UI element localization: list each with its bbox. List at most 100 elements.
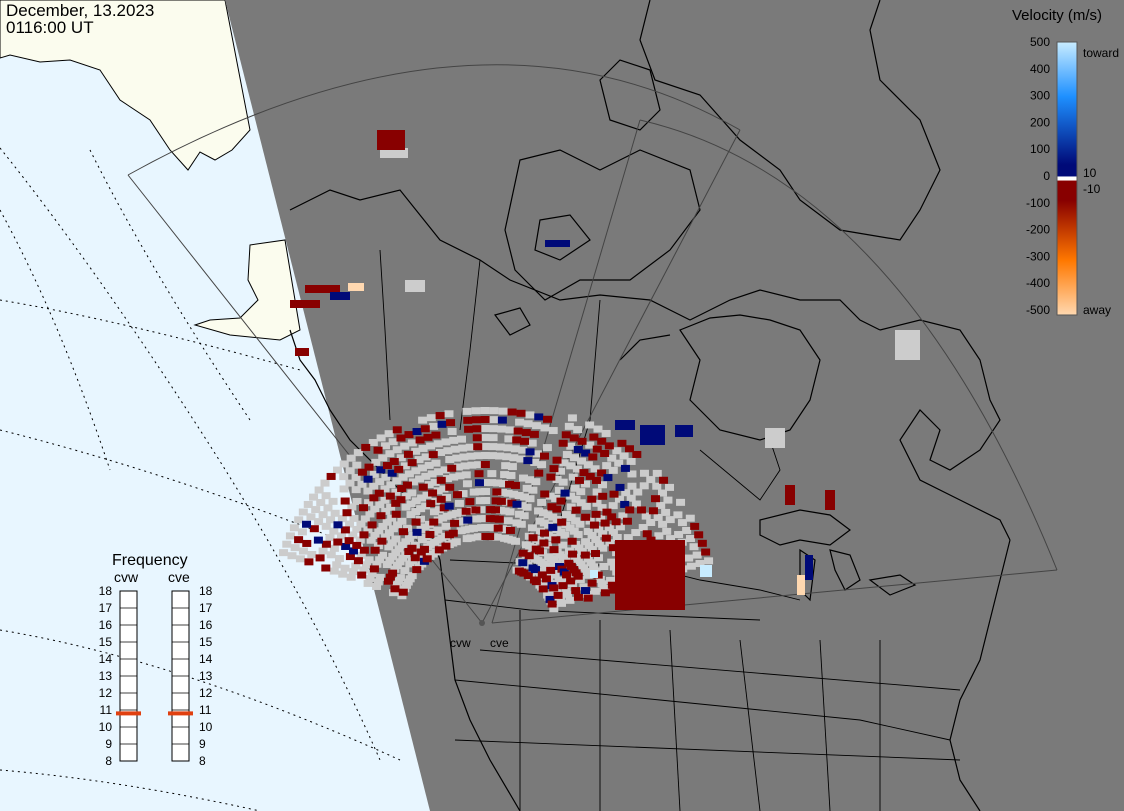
ground-scatter-cell — [298, 508, 308, 516]
ground-scatter-cell — [411, 497, 421, 505]
velocity-cell-toward — [444, 502, 454, 510]
ground-scatter-cell — [436, 448, 446, 456]
frequency-panel: Frequency cvw cve 18 18 17 17 16 16 15 15 14 14 13… — [99, 552, 213, 768]
velocity-cell-toward — [523, 457, 533, 465]
ground-scatter-cell — [391, 488, 401, 496]
ground-scatter-cell — [517, 502, 527, 510]
velocity-away-label: away — [1083, 303, 1111, 317]
velocity-cell-away — [465, 498, 475, 506]
velocity-cell-away — [592, 445, 602, 453]
ground-scatter-cell — [461, 471, 471, 479]
velocity-cell-away — [385, 573, 395, 581]
velocity-cell — [675, 425, 693, 437]
ground-scatter-cell — [441, 522, 451, 530]
ground-scatter-cell — [348, 568, 358, 576]
ground-scatter-cell — [340, 564, 350, 572]
velocity-tick-label: 500 — [1030, 35, 1050, 49]
ground-scatter-cell — [417, 494, 427, 502]
ground-scatter-cell — [472, 515, 482, 523]
frequency-tick-label-left: 16 — [99, 618, 113, 632]
velocity-cell-away — [648, 507, 658, 515]
velocity-cell-toward — [313, 536, 323, 544]
velocity-cell-away — [505, 526, 515, 534]
ground-scatter-cell — [353, 449, 363, 457]
velocity-cell-away — [549, 584, 559, 592]
velocity-cell-toward — [387, 469, 397, 477]
velocity-cell-away — [315, 554, 325, 562]
ground-scatter-cell — [424, 481, 434, 489]
velocity-cell-away — [549, 465, 559, 473]
ground-scatter-cell — [599, 584, 609, 592]
velocity-cell-away — [558, 439, 568, 447]
ground-scatter-cell — [518, 446, 528, 454]
ground-scatter-cell — [393, 521, 403, 529]
ground-scatter-cell — [593, 425, 603, 433]
frequency-marker-cvw — [116, 711, 141, 716]
ground-scatter-cell — [352, 525, 362, 533]
ground-scatter-cell — [466, 534, 476, 542]
frequency-tick-label-right: 11 — [199, 703, 212, 717]
velocity-cell-away — [507, 408, 517, 416]
ground-scatter-cell — [466, 452, 476, 460]
velocity-cell-away — [589, 521, 599, 529]
ground-scatter-cell — [303, 500, 313, 508]
ground-scatter-cell — [314, 486, 324, 494]
velocity-cell-away — [422, 555, 432, 563]
ground-scatter-cell — [504, 435, 514, 443]
ground-scatter-cell — [501, 462, 511, 470]
ground-scatter-cell — [442, 475, 452, 483]
velocity-cells — [290, 130, 835, 610]
velocity-cell-toward — [302, 520, 312, 528]
frequency-tick-label-right: 12 — [199, 686, 213, 700]
land-dayside — [0, 0, 301, 341]
ground-scatter-cell — [458, 444, 468, 452]
ground-scatter-cell — [573, 426, 583, 434]
velocity-cell-toward — [463, 516, 473, 524]
velocity-cell-away — [510, 481, 520, 489]
ground-scatter-cell — [602, 462, 612, 470]
ground-scatter-cell — [429, 508, 439, 516]
velocity-cell — [545, 240, 570, 247]
ground-scatter-cell — [417, 464, 427, 472]
velocity-cell-away — [589, 433, 599, 441]
ground-scatter-cell — [321, 492, 331, 500]
ground-scatter-cell — [605, 539, 615, 547]
radar-label-cvw: cvw — [450, 636, 471, 650]
velocity-cell-away — [471, 506, 481, 514]
velocity-scale-ticks: 500 400 300 200 100 0 -100 -200 -300 -400 -500 — [1026, 35, 1050, 317]
velocity-cell-away — [546, 566, 556, 574]
ground-scatter-cell — [510, 445, 520, 453]
ground-scatter-cell — [442, 512, 452, 520]
ground-scatter-cell — [495, 443, 505, 451]
ground-scatter-cell — [481, 515, 491, 523]
velocity-cell-away — [382, 462, 392, 470]
ground-scatter-cell — [401, 503, 411, 511]
velocity-cell-away — [540, 490, 550, 498]
velocity-cell-away — [540, 452, 550, 460]
ground-scatter-cell — [392, 561, 402, 569]
ground-scatter-cell — [514, 492, 524, 500]
velocity-cell-away — [528, 534, 538, 542]
velocity-cell-toward — [333, 521, 343, 529]
ground-scatter-cell — [511, 537, 521, 545]
ground-scatter-cell — [316, 499, 326, 507]
velocity-cell-away — [412, 566, 422, 574]
ground-scatter-cell — [279, 549, 289, 557]
ground-scatter-cell — [502, 453, 512, 461]
velocity-cell — [640, 425, 665, 445]
ground-scatter-cell — [443, 447, 453, 455]
velocity-tick-label: 0 — [1043, 169, 1050, 183]
frequency-tick-label-right: 17 — [199, 601, 213, 615]
velocity-cell-away — [374, 489, 384, 497]
velocity-cell-away — [520, 437, 530, 445]
ground-scatter-cell — [515, 510, 525, 518]
frequency-radar-label-cvw: cvw — [114, 569, 139, 585]
velocity-cell-toward — [376, 466, 386, 474]
ground-scatter-cell — [346, 573, 356, 581]
velocity-cell-away — [463, 416, 473, 424]
ground-scatter-cell — [456, 508, 466, 516]
velocity-cell-away — [562, 571, 572, 579]
ground-scatter-cell — [586, 559, 596, 567]
velocity-cell-away — [600, 519, 610, 527]
ground-scatter-cell — [426, 442, 436, 450]
